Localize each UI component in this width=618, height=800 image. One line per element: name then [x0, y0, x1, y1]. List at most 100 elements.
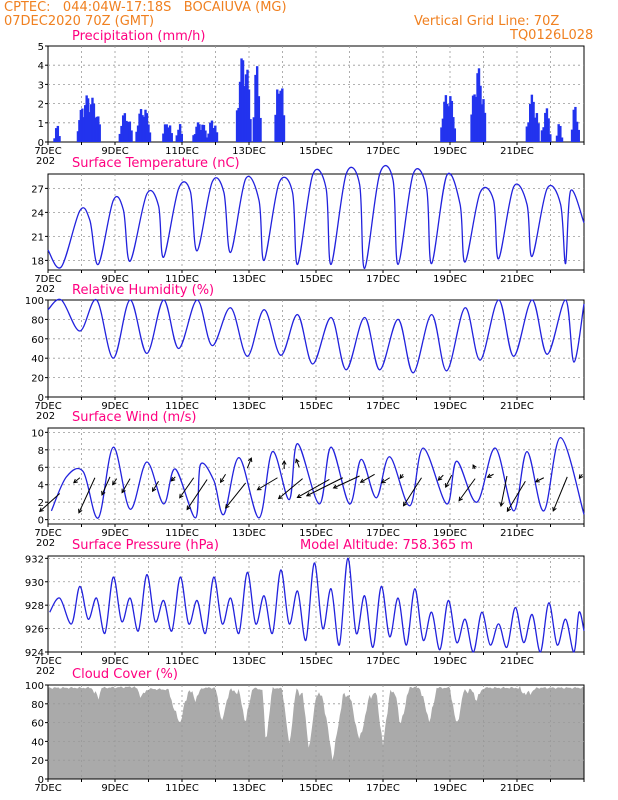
precip-bar: [471, 95, 475, 142]
x-date-label: 13DEC: [232, 274, 266, 285]
precip-bar: [91, 97, 94, 142]
precip-bar: [196, 122, 200, 142]
wind-arrow: [39, 493, 61, 512]
y-tick-label: 20: [31, 756, 44, 767]
header-grid-line: Vertical Grid Line: 70Z: [414, 14, 560, 29]
wind-arrow-head: [437, 476, 443, 481]
x-date-label: 13DEC: [232, 528, 266, 539]
precip-bar: [144, 109, 147, 142]
wind-arrow-head: [486, 473, 492, 478]
y-tick-label: 8: [38, 446, 44, 457]
y-tick-label: 930: [25, 578, 44, 589]
y-tick-label: 80: [31, 315, 44, 326]
wind-arrow-head: [402, 501, 408, 507]
wind-arrow-head: [112, 480, 117, 486]
wind-arrow: [220, 473, 226, 483]
wind-arrow: [112, 478, 118, 485]
precip-bar: [210, 120, 214, 142]
precip-bar: [530, 94, 534, 142]
wind-arrow-head: [152, 487, 157, 493]
wind-arrow-head: [332, 484, 338, 489]
y-tick-label: 932: [25, 554, 44, 565]
x-date-label: 15DEC: [299, 528, 333, 539]
precip-bar: [207, 133, 210, 142]
precip-bar: [247, 89, 251, 142]
precip-bar: [199, 129, 203, 142]
precip-bar: [135, 131, 138, 142]
x-date-label: 19DEC: [433, 656, 467, 667]
wind-arrow-head: [445, 483, 450, 489]
x-date-label: 9DEC: [101, 656, 128, 667]
precip-bar: [557, 124, 560, 142]
precip-bar: [136, 125, 140, 142]
precip-bar: [574, 106, 577, 142]
precip-bar: [246, 69, 249, 142]
x-date-label: 19DEC: [433, 528, 467, 539]
wind-arrow: [297, 479, 330, 498]
precip-bar: [249, 119, 252, 142]
precip-bar: [480, 104, 484, 142]
precip-bar: [98, 124, 101, 142]
precip-bar: [235, 110, 239, 142]
x-date-label: 19DEC: [433, 783, 467, 794]
x-year-label: 202: [36, 284, 55, 295]
model-altitude-label: Model Altitude: 758.365 m: [300, 538, 473, 553]
wind-arrow: [445, 474, 453, 488]
wind-arrow-head: [247, 457, 253, 463]
x-date-label: 11DEC: [165, 528, 199, 539]
precip-bar: [577, 129, 580, 142]
precip-bar: [168, 125, 172, 142]
wind-arrow-head: [219, 478, 225, 484]
precip-bar: [118, 133, 122, 142]
y-tick-label: 0: [38, 775, 44, 786]
x-date-label: 9DEC: [101, 146, 128, 157]
wind-arrow: [306, 477, 344, 497]
y-tick-label: 0: [38, 516, 44, 527]
y-tick-label: 6: [38, 463, 44, 474]
precip-bar: [447, 106, 451, 142]
precip-bar: [282, 115, 286, 142]
precip-bar: [535, 113, 539, 142]
precip-bar: [532, 101, 535, 142]
x-date-label: 17DEC: [366, 146, 400, 157]
wind-arrow-head: [73, 478, 78, 484]
x-date-label: 17DEC: [366, 656, 400, 667]
wind-arrow: [552, 476, 568, 512]
precip-bar: [125, 120, 128, 142]
wind-arrow-head: [186, 505, 191, 511]
precip-bar: [56, 125, 60, 142]
chart-title: Surface Wind (m/s): [72, 410, 196, 425]
x-date-label: 13DEC: [232, 146, 266, 157]
precip-bar: [128, 121, 132, 142]
precip-bar: [92, 103, 96, 142]
x-date-label: 15DEC: [299, 401, 333, 412]
chart-title: Surface Pressure (hPa): [72, 538, 219, 553]
x-date-label: 19DEC: [433, 401, 467, 412]
precip-bar: [483, 112, 487, 142]
wind-arrow-head: [281, 459, 287, 465]
y-tick-label: 2: [38, 100, 44, 111]
x-date-label: 7DEC: [34, 274, 61, 285]
y-tick-label: 80: [31, 700, 44, 711]
precip-bar: [89, 104, 93, 142]
x-year-label: 202: [36, 156, 55, 167]
precip-bar: [53, 138, 56, 142]
precip-bar: [453, 128, 457, 142]
chart-title: Surface Temperature (nC): [72, 156, 240, 171]
y-tick-label: 24: [31, 208, 44, 219]
precip-bar: [534, 117, 537, 142]
y-tick-label: 924: [25, 648, 44, 659]
wind-arrow-head: [534, 478, 540, 483]
wind-arrow-head: [179, 493, 184, 499]
precip-bar: [120, 125, 123, 142]
precip-bar: [162, 133, 165, 142]
wind-arrow: [101, 476, 111, 496]
precip-bar: [86, 98, 90, 142]
wind-speed-line: [50, 436, 585, 519]
y-tick-label: 4: [38, 61, 44, 72]
x-date-label: 19DEC: [433, 146, 467, 157]
x-date-label: 15DEC: [299, 656, 333, 667]
header-model-code: TQ0126L028: [510, 28, 594, 43]
x-date-label: 21DEC: [500, 528, 534, 539]
precip-bar: [142, 116, 146, 142]
